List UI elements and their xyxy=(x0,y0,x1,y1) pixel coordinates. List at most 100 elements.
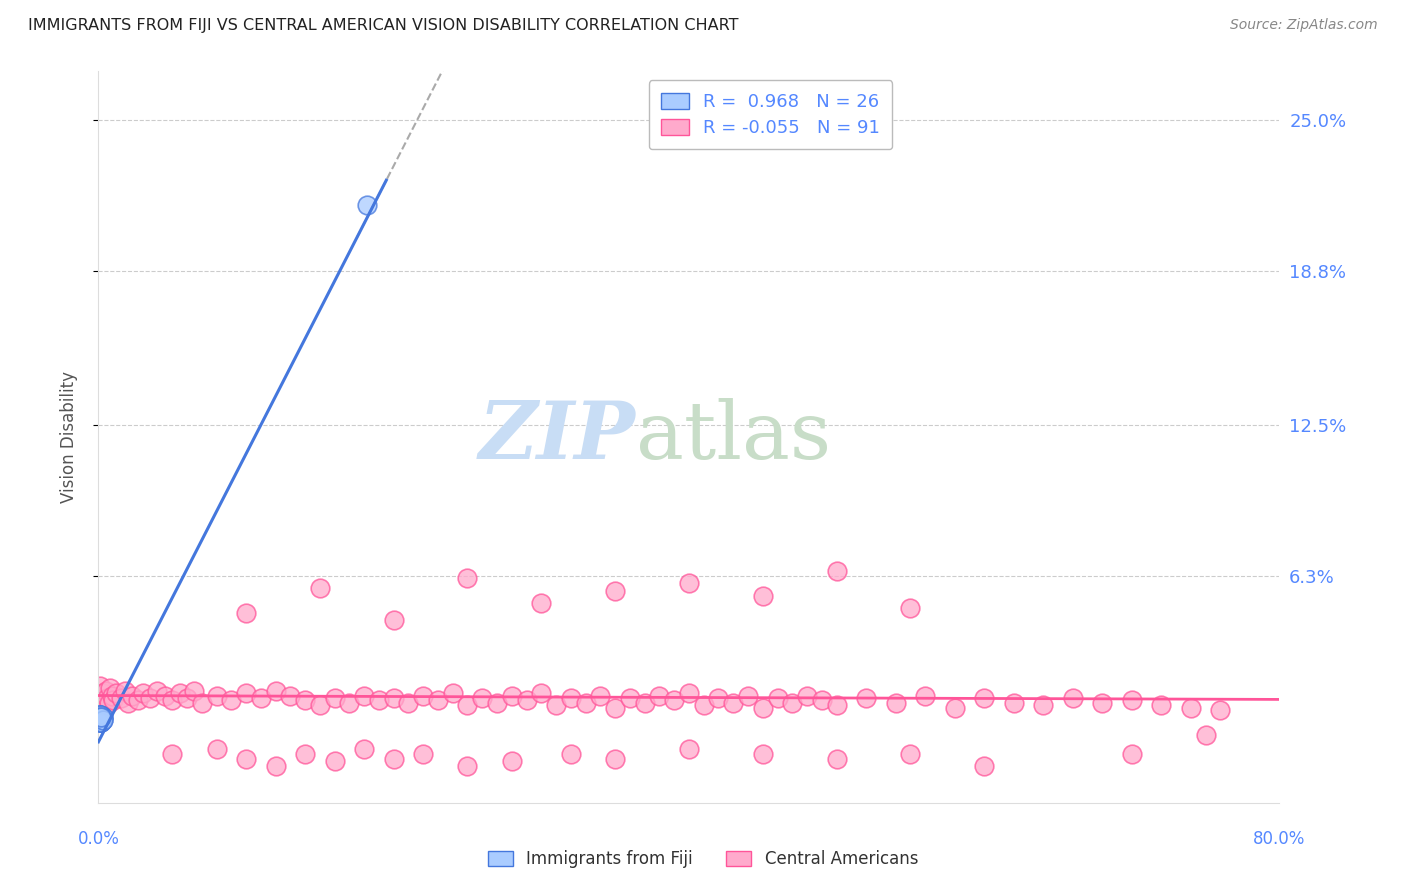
Point xyxy=(693,698,716,713)
Point xyxy=(89,710,111,724)
Point xyxy=(235,606,257,620)
Point xyxy=(110,690,132,705)
Text: IMMIGRANTS FROM FIJI VS CENTRAL AMERICAN VISION DISABILITY CORRELATION CHART: IMMIGRANTS FROM FIJI VS CENTRAL AMERICAN… xyxy=(28,18,738,33)
Point xyxy=(825,752,848,766)
Point xyxy=(89,708,111,723)
Text: 80.0%: 80.0% xyxy=(1253,830,1306,847)
Point xyxy=(396,696,419,710)
Point xyxy=(339,696,360,710)
Point xyxy=(353,742,375,756)
Point xyxy=(89,679,111,693)
Point xyxy=(560,690,582,705)
Point xyxy=(191,696,214,710)
Point xyxy=(250,690,273,705)
Point xyxy=(89,715,111,730)
Point xyxy=(90,693,112,707)
Point xyxy=(884,696,907,710)
Point xyxy=(943,700,966,714)
Point xyxy=(90,715,112,730)
Point xyxy=(825,698,848,713)
Point xyxy=(825,564,848,578)
Legend: R =  0.968   N = 26, R = -0.055   N = 91: R = 0.968 N = 26, R = -0.055 N = 91 xyxy=(648,80,893,150)
Point xyxy=(382,752,405,766)
Point xyxy=(219,693,242,707)
Point xyxy=(169,686,191,700)
Point xyxy=(619,690,641,705)
Text: 0.0%: 0.0% xyxy=(77,830,120,847)
Point xyxy=(91,713,114,727)
Point xyxy=(1091,696,1114,710)
Point xyxy=(605,700,627,714)
Point xyxy=(1032,698,1054,713)
Point xyxy=(515,693,537,707)
Point xyxy=(235,752,257,766)
Point xyxy=(914,689,936,703)
Point xyxy=(294,747,316,761)
Point xyxy=(153,689,176,703)
Point xyxy=(900,600,922,615)
Point xyxy=(91,710,114,724)
Point xyxy=(973,759,995,773)
Point xyxy=(89,715,111,730)
Point xyxy=(648,689,671,703)
Point xyxy=(323,690,346,705)
Point xyxy=(382,613,405,627)
Text: atlas: atlas xyxy=(636,398,831,476)
Point xyxy=(456,698,478,713)
Point xyxy=(766,690,789,705)
Point xyxy=(412,747,434,761)
Point xyxy=(796,689,818,703)
Point xyxy=(633,696,655,710)
Point xyxy=(90,713,112,727)
Point xyxy=(90,710,112,724)
Point xyxy=(91,686,114,700)
Point xyxy=(973,690,995,705)
Point xyxy=(664,693,686,707)
Point xyxy=(1209,703,1232,717)
Point xyxy=(89,713,111,727)
Point xyxy=(855,690,877,705)
Point xyxy=(89,713,111,727)
Point xyxy=(353,689,375,703)
Point xyxy=(97,696,120,710)
Point xyxy=(530,686,553,700)
Point xyxy=(91,710,114,724)
Point xyxy=(441,686,464,700)
Point xyxy=(90,710,112,724)
Point xyxy=(105,686,128,700)
Point xyxy=(98,681,121,696)
Point xyxy=(146,683,169,698)
Point xyxy=(94,683,117,698)
Point xyxy=(176,690,198,705)
Point xyxy=(90,715,112,730)
Point xyxy=(91,713,114,727)
Point xyxy=(368,693,391,707)
Point xyxy=(309,581,332,595)
Point xyxy=(751,700,773,714)
Point xyxy=(605,583,627,598)
Point xyxy=(93,698,115,713)
Point xyxy=(89,708,111,723)
Point xyxy=(90,715,112,730)
Point xyxy=(530,596,553,610)
Point xyxy=(264,759,287,773)
Point xyxy=(723,696,745,710)
Point xyxy=(1062,690,1084,705)
Point xyxy=(471,690,494,705)
Point xyxy=(501,755,523,769)
Point xyxy=(89,708,111,723)
Point xyxy=(205,742,228,756)
Point xyxy=(100,689,122,703)
Point xyxy=(782,696,804,710)
Point xyxy=(1195,727,1218,741)
Legend: Immigrants from Fiji, Central Americans: Immigrants from Fiji, Central Americans xyxy=(481,844,925,875)
Point xyxy=(90,713,112,727)
Point xyxy=(560,747,582,761)
Point xyxy=(356,198,378,212)
Point xyxy=(139,690,162,705)
Point xyxy=(900,747,922,761)
Point xyxy=(678,742,700,756)
Point xyxy=(751,747,773,761)
Point xyxy=(737,689,759,703)
Point xyxy=(1180,700,1202,714)
